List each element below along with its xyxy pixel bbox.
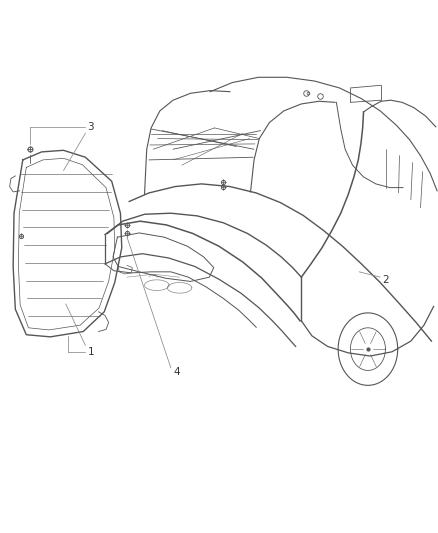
Text: 4: 4 bbox=[173, 367, 180, 377]
Text: 2: 2 bbox=[382, 275, 389, 285]
Text: 3: 3 bbox=[88, 122, 94, 132]
Text: 1: 1 bbox=[88, 347, 94, 357]
